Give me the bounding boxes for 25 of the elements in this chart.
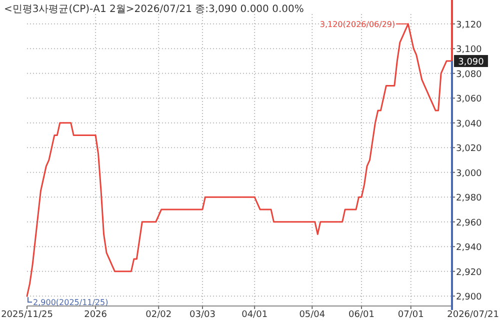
ytick: 2,920 [456,268,482,278]
xtick: 05/04 [299,310,326,320]
xtick: 04/01 [242,310,268,320]
ytick: 3,000 [456,168,482,179]
ytick: 3,080 [456,70,482,80]
ytick: 3,100 [456,45,482,56]
xtick: 07/01 [398,310,424,320]
annotation: 2026/07/21 [447,310,499,320]
title: <민평3사평균(CP)-A1 2월>2026/07/21 종:3,090 0.000 0.00% [4,4,304,15]
ytick: 3,120 [456,20,482,30]
ytick: 2,900 [456,292,482,303]
xtick: 02/02 [146,310,172,320]
annotation: 2,900(2025/11/25) [33,298,108,308]
ytick: 3,040 [456,119,482,130]
annotation: 3,120(2026/06/29) [320,20,396,29]
ytick: 3,060 [456,94,482,105]
ytick: 2,960 [456,218,482,228]
xtick: 03/03 [190,310,216,320]
xtick: 2026 [84,310,107,320]
ytick: 3,020 [456,144,482,154]
ytick: 2,940 [456,243,482,254]
annotation: 3,090 [458,58,484,68]
xtick: 2025/11/25 [1,310,53,320]
ytick: 2,980 [456,194,482,204]
xtick: 06/01 [348,310,374,320]
